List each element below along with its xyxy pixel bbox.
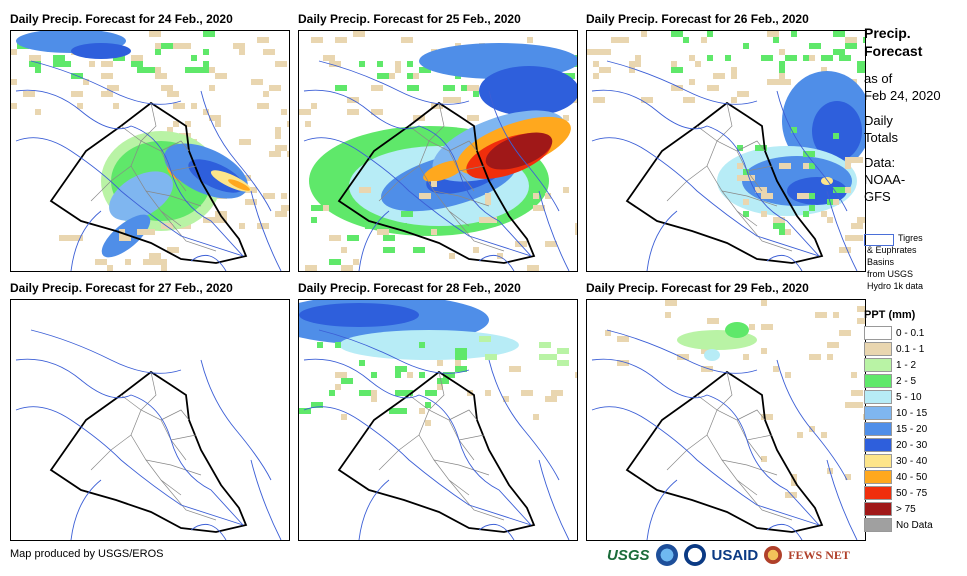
basin-line4: from USGS xyxy=(867,269,914,279)
map-panel-25feb: Daily Precip. Forecast for 25 Feb., 2020 xyxy=(298,12,578,274)
ppt-swatch xyxy=(864,390,892,404)
ppt-label: 20 - 30 xyxy=(896,439,928,451)
ppt-label: 2 - 5 xyxy=(896,375,917,387)
ppt-label: 0 - 0.1 xyxy=(896,327,925,339)
ppt-swatch xyxy=(864,406,892,420)
ppt-legend-item: 1 - 2 xyxy=(864,357,933,373)
map-27feb xyxy=(15,329,282,540)
ppt-legend-item: 2 - 5 xyxy=(864,373,933,389)
basin-line3: Basins xyxy=(867,257,895,267)
fews-globe-icon xyxy=(764,546,783,564)
basin-swatch xyxy=(864,234,894,246)
ppt-label: No Data xyxy=(896,519,933,531)
ppt-legend-item: 0.1 - 1 xyxy=(864,341,933,357)
basin-line1: Tigres xyxy=(898,233,923,243)
logo-bar: USGS USAID FEWS NET xyxy=(607,544,850,566)
ppt-label: 1 - 2 xyxy=(896,359,917,371)
panel-title: Daily Precip. Forecast for 29 Feb., 2020 xyxy=(586,281,809,295)
ppt-legend-item: 15 - 20 xyxy=(864,421,933,437)
panel-title: Daily Precip. Forecast for 27 Feb., 2020 xyxy=(10,281,233,295)
footer-credit: Map produced by USGS/EROS xyxy=(10,548,164,560)
ppt-label: 10 - 15 xyxy=(896,407,928,419)
ppt-legend-item: 10 - 15 xyxy=(864,405,933,421)
usgs-logo: USGS xyxy=(607,546,650,564)
totals-label: Totals xyxy=(864,130,898,145)
ppt-label: 50 - 75 xyxy=(896,487,928,499)
ppt-legend-item: 0 - 0.1 xyxy=(864,325,933,341)
usaid-logo: USAID xyxy=(711,546,759,564)
ppt-swatch xyxy=(864,518,892,532)
map-26feb xyxy=(587,31,865,271)
ppt-swatch xyxy=(864,342,892,356)
map-panel-28feb: Daily Precip. Forecast for 28 Feb., 2020 xyxy=(298,281,578,543)
ppt-swatch xyxy=(864,374,892,388)
map-25feb xyxy=(299,31,577,271)
ppt-swatch xyxy=(864,470,892,484)
ppt-legend-title: PPT (mm) xyxy=(864,309,916,321)
basin-legend: Tigres & Euphrates Basins from USGS Hydr… xyxy=(864,232,964,292)
noaa-logo-icon xyxy=(655,544,678,566)
asof-label: as of xyxy=(864,71,893,86)
map-28feb xyxy=(299,300,577,540)
map-24feb xyxy=(11,31,289,271)
ppt-label: 30 - 40 xyxy=(896,455,928,467)
ppt-label: 0.1 - 1 xyxy=(896,343,925,355)
sidebar-info: Precip. Forecast as of Feb 24, 2020 Dail… xyxy=(864,24,964,205)
map-panel-29feb: Daily Precip. Forecast for 29 Feb., 2020 xyxy=(586,281,866,543)
ppt-legend-item: 20 - 30 xyxy=(864,437,933,453)
basin-line2: & Euphrates xyxy=(867,245,917,255)
panel-title: Daily Precip. Forecast for 25 Feb., 2020 xyxy=(298,12,521,26)
panel-title: Daily Precip. Forecast for 24 Feb., 2020 xyxy=(10,12,233,26)
ppt-legend-item: 40 - 50 xyxy=(864,469,933,485)
ppt-swatch xyxy=(864,438,892,452)
data-source-1: NOAA- xyxy=(864,172,906,187)
ppt-swatch xyxy=(864,422,892,436)
fews-net-logo: FEWS NET xyxy=(788,547,850,562)
data-label: Data: xyxy=(864,155,896,170)
ppt-swatch xyxy=(864,326,892,340)
ppt-label: > 75 xyxy=(896,503,916,515)
asof-date: Feb 24, 2020 xyxy=(864,88,941,103)
data-source-2: GFS xyxy=(864,189,891,204)
map-29feb xyxy=(591,300,865,540)
usaid-seal-icon xyxy=(683,544,706,566)
ppt-legend-item: No Data xyxy=(864,517,933,533)
ppt-swatch xyxy=(864,502,892,516)
ppt-legend-item: 30 - 40 xyxy=(864,453,933,469)
daily-label: Daily xyxy=(864,113,893,128)
ppt-label: 40 - 50 xyxy=(896,471,928,483)
map-panel-26feb: Daily Precip. Forecast for 26 Feb., 2020 xyxy=(586,12,866,274)
map-panel-24feb: Daily Precip. Forecast for 24 Feb., 2020 xyxy=(10,12,290,274)
ppt-swatch xyxy=(864,358,892,372)
ppt-legend-item: 5 - 10 xyxy=(864,389,933,405)
ppt-legend-item: 50 - 75 xyxy=(864,485,933,501)
ppt-label: 15 - 20 xyxy=(896,423,928,435)
panel-title: Daily Precip. Forecast for 26 Feb., 2020 xyxy=(586,12,809,26)
ppt-swatch xyxy=(864,486,892,500)
map-panel-27feb: Daily Precip. Forecast for 27 Feb., 2020 xyxy=(10,281,290,543)
ppt-label: 5 - 10 xyxy=(896,391,922,403)
sidebar-title-line2: Forecast xyxy=(864,43,923,59)
ppt-swatch xyxy=(864,454,892,468)
sidebar-title-line1: Precip. xyxy=(864,25,911,41)
basin-line5: Hydro 1k data xyxy=(867,281,924,291)
ppt-legend: PPT (mm) 0 - 0.1 0.1 - 1 1 - 2 2 - 5 5 - 10 1… xyxy=(864,309,933,533)
ppt-legend-item: > 75 xyxy=(864,501,933,517)
panel-title: Daily Precip. Forecast for 28 Feb., 2020 xyxy=(298,281,521,295)
